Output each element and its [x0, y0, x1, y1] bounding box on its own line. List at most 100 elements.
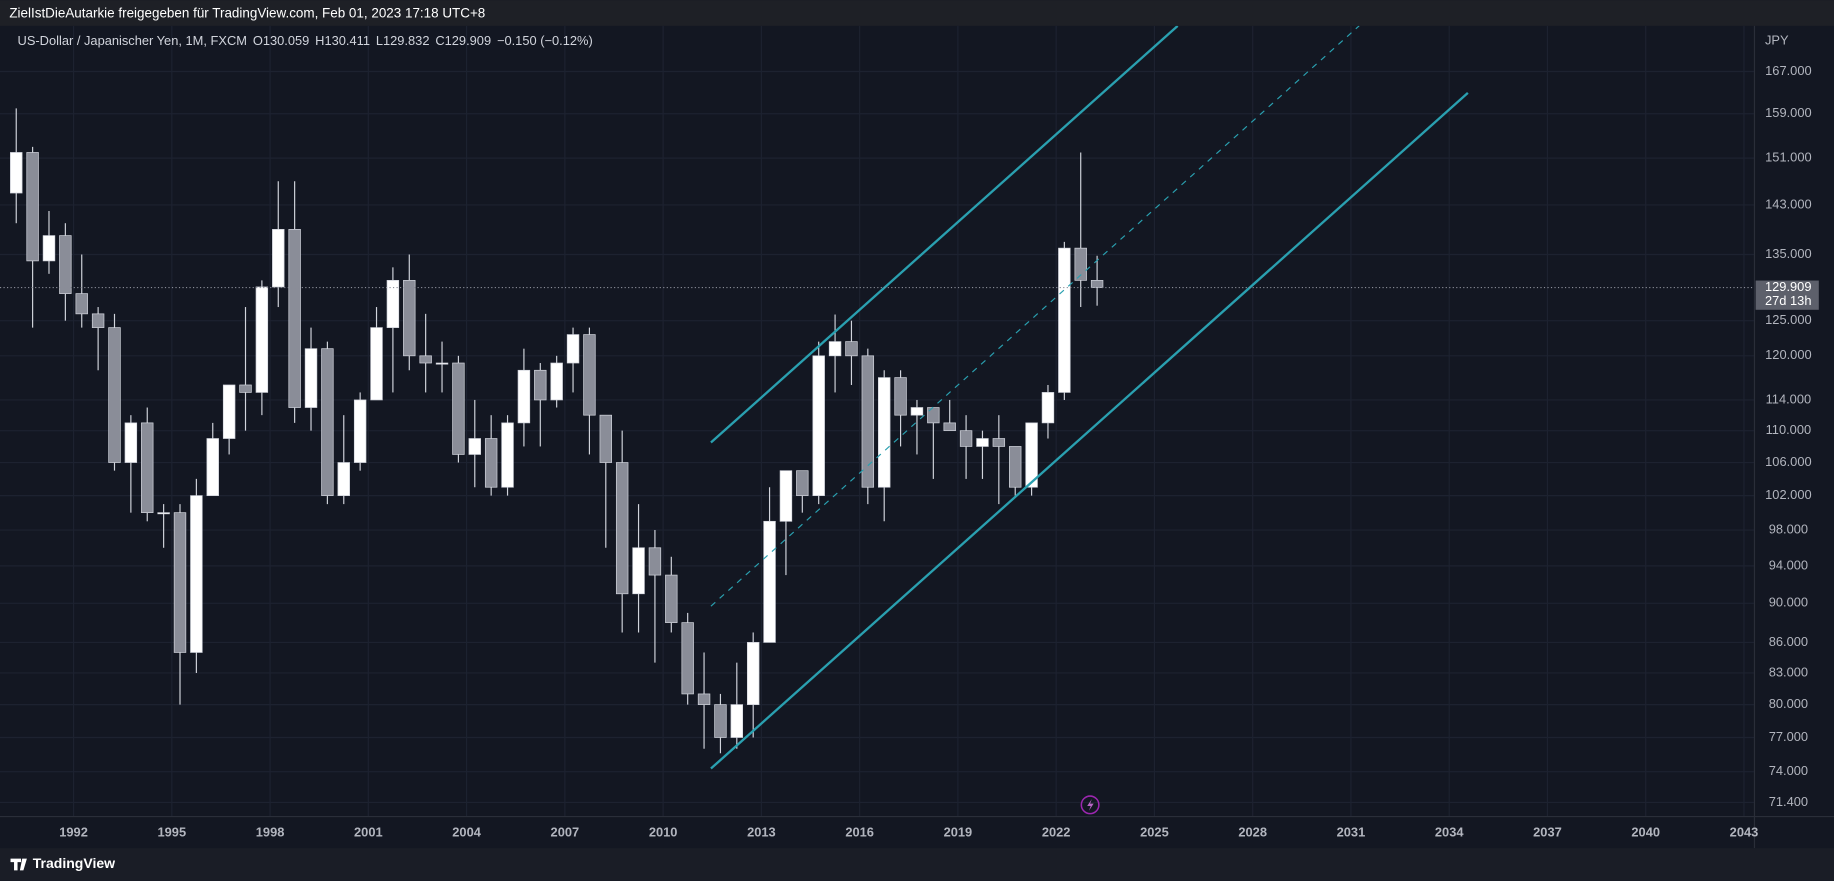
x-tick-label: 2007	[551, 824, 580, 839]
y-tick-label: 102.000	[1765, 487, 1811, 502]
candle-body	[42, 235, 56, 262]
y-tick-label: 83.000	[1769, 664, 1808, 679]
candle-body	[796, 470, 809, 496]
x-tick-label: 2034	[1435, 824, 1464, 839]
candle-body	[370, 327, 383, 401]
y-tick-label: 77.000	[1769, 729, 1808, 744]
trendline	[710, 25, 1360, 607]
x-tick-label: 2037	[1533, 824, 1562, 839]
candle-body	[141, 422, 154, 514]
symbol-legend: US-Dollar / Japanischer Yen, 1M, FXCM O13…	[18, 34, 593, 49]
candle-body	[927, 407, 940, 424]
x-tick-label: 2001	[354, 824, 383, 839]
candle-body	[321, 348, 334, 496]
ohlc-value: 130.411	[324, 34, 370, 49]
candle-body	[1074, 247, 1087, 281]
top-bar: ZielIstDieAutarkie freigegeben für Tradi…	[0, 0, 1834, 26]
candle-body	[681, 622, 694, 695]
candle-body	[648, 547, 662, 576]
candle-body	[419, 355, 432, 364]
candle-body	[272, 229, 285, 288]
candle-body	[501, 422, 514, 488]
candle-body	[1025, 422, 1038, 488]
change: −0.150 (−0.12%)	[497, 34, 593, 49]
candle-body	[288, 229, 301, 408]
x-tick-label: 2031	[1337, 824, 1366, 839]
candle-body	[337, 462, 350, 496]
candle-body	[304, 348, 318, 408]
y-tick-label: 159.000	[1765, 105, 1811, 120]
candle-body	[484, 438, 498, 488]
y-tick-label: 135.000	[1765, 246, 1811, 261]
y-tick-label: 74.000	[1769, 763, 1808, 778]
plot-area	[0, 25, 1755, 770]
ohlc-value: 130.059	[263, 34, 309, 49]
candle-body	[534, 369, 547, 401]
candle-body	[468, 438, 481, 455]
candle-body	[75, 293, 88, 315]
candle-body	[665, 574, 678, 623]
symbol: US-Dollar / Japanischer Yen, 1M, FXCM	[18, 34, 247, 49]
y-tick-label: 86.000	[1769, 634, 1808, 649]
candle-body	[1041, 392, 1055, 424]
y-tick-label: 90.000	[1769, 595, 1808, 610]
brand-name[interactable]: TradingView	[33, 855, 115, 871]
candle-body	[124, 422, 138, 463]
candle-body	[763, 520, 776, 643]
alert-bolt	[1087, 798, 1094, 811]
y-tick-label: 120.000	[1765, 347, 1811, 362]
x-tick-label: 2043	[1730, 824, 1759, 839]
x-tick-label: 2010	[649, 824, 678, 839]
y-tick-label: 125.000	[1765, 312, 1811, 327]
candle-body	[845, 341, 858, 357]
y-tick-label: 94.000	[1769, 557, 1808, 572]
x-tick-label: 2016	[845, 824, 874, 839]
candle-body	[353, 399, 367, 463]
ohlc-value: 129.832	[383, 34, 429, 49]
candle-body	[206, 438, 219, 496]
candle-body	[861, 355, 875, 488]
trendline	[710, 92, 1469, 770]
ohlc-label: H	[315, 34, 324, 49]
ohlc-label: C	[435, 34, 444, 49]
candle-body	[894, 377, 907, 416]
y-tick-label: 110.000	[1766, 422, 1812, 437]
candle-body	[779, 470, 793, 522]
ohlc-label: O	[253, 34, 263, 49]
candle-body	[910, 407, 924, 416]
x-tick-label: 1998	[256, 824, 285, 839]
candle-body	[59, 235, 72, 294]
candle-body	[599, 414, 612, 463]
candle-body	[173, 512, 187, 653]
top-bar-bg	[0, 0, 1834, 26]
last-price-box	[1755, 280, 1819, 310]
candle-body	[746, 642, 760, 705]
candle-body	[632, 547, 645, 595]
countdown-label: 27d 13h	[1765, 293, 1811, 308]
y-tick-label: 80.000	[1769, 696, 1808, 711]
y-tick-label: 106.000	[1765, 454, 1811, 469]
share-text: ZielIstDieAutarkie freigegeben für Tradi…	[9, 6, 485, 21]
candle-body	[517, 369, 531, 424]
alert-icon[interactable]	[1080, 795, 1100, 815]
axes: JPY 71.400 74.000 77.000 80.000 83.000 86.000…	[59, 32, 1819, 839]
ohlc-label: L	[376, 34, 383, 49]
x-tick-label: 2025	[1140, 824, 1169, 839]
candle-body	[157, 512, 170, 515]
candle-body	[730, 704, 744, 738]
x-tick-label: 1992	[59, 824, 88, 839]
candle-body	[190, 495, 203, 653]
x-tick-label: 2019	[944, 824, 973, 839]
x-tick-label: 2004	[452, 824, 481, 839]
candle-body	[943, 422, 956, 432]
candle-body	[386, 280, 400, 328]
trendline	[710, 25, 1179, 444]
candle-body	[10, 152, 23, 194]
candle-body	[550, 362, 563, 401]
brand-logo	[10, 858, 27, 871]
candle-body	[452, 362, 465, 455]
alert-circle	[1080, 795, 1100, 815]
y-tick-label: 143.000	[1765, 196, 1811, 211]
x-tick-label: 2022	[1042, 824, 1071, 839]
